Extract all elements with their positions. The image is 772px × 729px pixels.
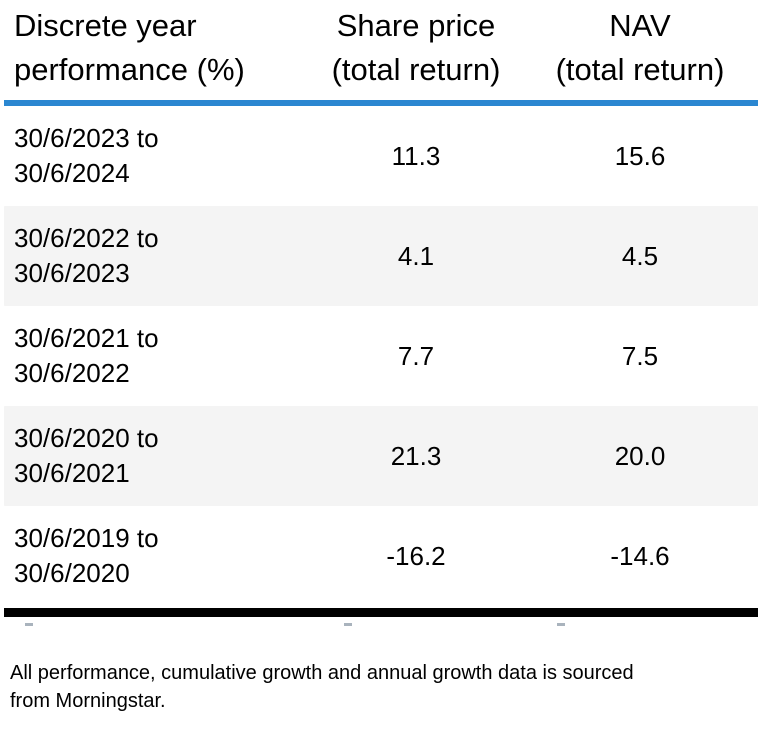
share-price-value: 21.3	[390, 440, 442, 471]
nav-value: 20.0	[614, 440, 666, 471]
nav-value: -14.6	[610, 540, 670, 571]
period-line2: 30/6/2021	[14, 458, 130, 488]
table-row: 30/6/2023 to 30/6/2024 11.3 15.6	[4, 106, 758, 206]
crop-artifact-mark	[344, 623, 352, 626]
period-cell: 30/6/2023 to 30/6/2024	[4, 121, 310, 191]
period-line1: 30/6/2022 to	[14, 223, 159, 253]
table-header-row: Discrete year performance (%) Share pric…	[4, 0, 758, 100]
column-header-nav-line1: NAV	[609, 8, 671, 43]
column-header-nav: NAV (total return)	[522, 4, 758, 92]
header-divider-rule	[4, 100, 758, 106]
table-row: 30/6/2020 to 30/6/2021 21.3 20.0	[4, 406, 758, 506]
period-line2: 30/6/2023	[14, 258, 130, 288]
column-header-share-price: Share price (total return)	[310, 4, 522, 92]
crop-artifact-mark	[557, 623, 565, 626]
crop-artifact-mark	[25, 623, 33, 626]
column-header-share-price-line1: Share price	[336, 8, 496, 43]
column-header-share-price-line2: (total return)	[331, 52, 501, 87]
table-row: 30/6/2022 to 30/6/2023 4.1 4.5	[4, 206, 758, 306]
period-line2: 30/6/2024	[14, 158, 130, 188]
table-row: 30/6/2021 to 30/6/2022 7.7 7.5	[4, 306, 758, 406]
period-cell: 30/6/2022 to 30/6/2023	[4, 221, 310, 291]
nav-value: 4.5	[621, 240, 659, 271]
discrete-performance-table: Discrete year performance (%) Share pric…	[4, 0, 758, 617]
source-footnote: All performance, cumulative growth and a…	[10, 662, 634, 712]
period-cell: 30/6/2019 to 30/6/2020	[4, 521, 310, 591]
period-line2: 30/6/2022	[14, 358, 130, 388]
share-price-value: 11.3	[391, 140, 441, 171]
column-header-nav-line2: (total return)	[555, 52, 725, 87]
period-cell: 30/6/2021 to 30/6/2022	[4, 321, 310, 391]
nav-value: 15.6	[614, 140, 666, 171]
table-bottom-rule	[4, 608, 758, 617]
share-price-value: -16.2	[386, 540, 446, 571]
period-line1: 30/6/2019 to	[14, 523, 159, 553]
share-price-value: 7.7	[397, 340, 435, 371]
period-line1: 30/6/2023 to	[14, 123, 159, 153]
nav-value: 7.5	[621, 340, 659, 371]
share-price-value: 4.1	[397, 240, 435, 271]
period-line2: 30/6/2020	[14, 558, 130, 588]
period-line1: 30/6/2020 to	[14, 423, 159, 453]
table-row: 30/6/2019 to 30/6/2020 -16.2 -14.6	[4, 506, 758, 606]
period-line1: 30/6/2021 to	[14, 323, 159, 353]
period-cell: 30/6/2020 to 30/6/2021	[4, 421, 310, 491]
table-title-line2: performance (%)	[14, 52, 245, 87]
table-title: Discrete year performance (%)	[4, 4, 310, 92]
table-title-line1: Discrete year	[14, 8, 197, 43]
